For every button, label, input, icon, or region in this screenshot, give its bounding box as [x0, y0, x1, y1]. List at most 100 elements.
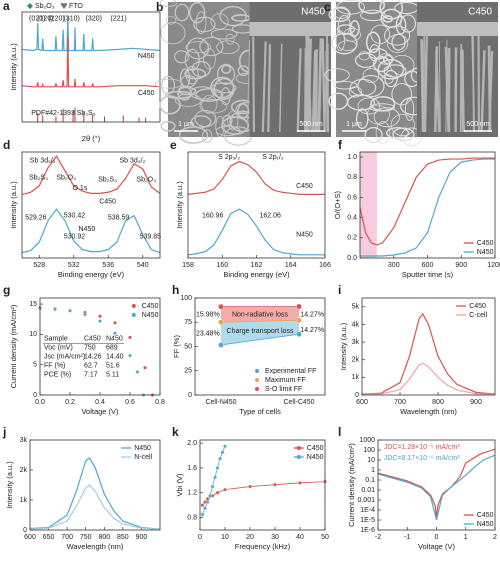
- grain-texture: [331, 32, 358, 55]
- grain-texture: [216, 40, 240, 55]
- y-tick-label: 0.01: [361, 487, 375, 494]
- series-line: [361, 362, 496, 396]
- x-tick-label: 20: [246, 534, 254, 541]
- grain-texture: [375, 121, 391, 144]
- y-tick-label: 75: [184, 319, 192, 326]
- legend-label: N450: [142, 312, 159, 319]
- annotation: (221): [110, 15, 126, 22]
- plot-frame: [199, 439, 326, 531]
- series-line: [29, 484, 161, 530]
- y-tick-label: 0.8: [187, 514, 197, 521]
- x-tick-label: 10: [221, 534, 229, 541]
- annotation: C450: [296, 183, 313, 190]
- legend-marker: [255, 387, 259, 391]
- grain-texture: [384, 69, 398, 88]
- x-tick-label: 800: [432, 399, 444, 406]
- grain-texture: [216, 63, 236, 85]
- y-tick-label: 1E-4: [360, 507, 375, 514]
- x-tick-label: 158: [182, 262, 194, 269]
- data-point: [273, 482, 277, 487]
- series-line: [29, 457, 161, 530]
- table-cell: 750: [84, 345, 96, 352]
- grain-texture: [378, 53, 394, 65]
- x-tick-label: 300: [388, 262, 400, 269]
- scale-bar-label: 1 μm: [346, 121, 362, 128]
- annotation: Sb₂S₃: [29, 174, 48, 181]
- grain-texture: [336, 0, 365, 15]
- legend-marker: [296, 455, 301, 459]
- grain-texture: [174, 3, 190, 22]
- y-tick-label: 0.2: [347, 235, 357, 242]
- table-cell: 5.11: [106, 372, 119, 379]
- data-point: [248, 484, 252, 489]
- series-line: [360, 158, 495, 257]
- annotation: S 2p₁/₂: [262, 154, 284, 161]
- grain-texture: [221, 64, 232, 74]
- y-tick-label: 0: [33, 392, 37, 399]
- panel-letter: h: [172, 283, 179, 297]
- grain-texture: [210, 76, 235, 99]
- x-tick-label: 600: [422, 262, 434, 269]
- annotation: 530.42: [64, 212, 86, 219]
- grain-texture: [358, 0, 386, 15]
- data-point: [208, 494, 212, 498]
- data-point: [200, 512, 205, 517]
- grain-texture: [377, 58, 405, 80]
- grain-texture: [400, 14, 417, 33]
- data-point: [205, 500, 210, 504]
- grain-texture: [210, 28, 238, 40]
- grain-texture: [379, 0, 404, 20]
- legend-label: C450: [477, 512, 494, 519]
- y-tick-label: 0: [355, 392, 359, 399]
- column-texture: [325, 51, 330, 133]
- annotation: 539.85: [140, 234, 162, 241]
- x-tick-label: 600: [24, 534, 36, 541]
- annotation: (120): [37, 15, 53, 22]
- plot-frame: [194, 297, 326, 396]
- data-point: [68, 308, 72, 313]
- annotation: C450: [99, 199, 116, 206]
- table-cell: 7.17: [84, 372, 98, 379]
- panel-letter: g: [3, 283, 10, 297]
- x-axis-label: Voltage (V): [418, 542, 456, 551]
- x-tick-label: 900: [470, 399, 482, 406]
- grain-texture: [159, 95, 181, 115]
- grain-texture: [333, 6, 350, 19]
- data-point: [135, 370, 140, 374]
- column-texture: [423, 39, 428, 133]
- x-axis-label: Frequency (kHz): [235, 542, 291, 551]
- grain-texture: [199, 36, 224, 57]
- legend-label: FTO: [69, 3, 83, 10]
- table-cell: 62.7: [84, 363, 98, 370]
- data-point: [83, 312, 87, 317]
- y-axis-label: FF (%): [172, 335, 181, 358]
- x-axis-label: Binding energy (eV): [223, 270, 290, 279]
- y-tick-label: 50: [184, 343, 192, 350]
- grain-texture: [201, 129, 213, 143]
- x-axis-label: 2θ (°): [82, 134, 101, 143]
- column-texture: [422, 33, 426, 133]
- y-tick-label: 3k: [352, 339, 360, 346]
- legend-label: S-O limit FF: [265, 386, 302, 393]
- x-tick-label: 164: [285, 262, 297, 269]
- legend-marker: [255, 369, 259, 373]
- data-point: [215, 466, 220, 470]
- grain-texture: [154, 78, 183, 89]
- panel-letter: d: [3, 138, 10, 152]
- x-axis-label: Voltage (V): [81, 407, 119, 416]
- x-tick-label: 0.8: [155, 399, 165, 406]
- series-line: [377, 448, 496, 518]
- data-point: [53, 307, 57, 311]
- legend-marker: [131, 313, 136, 317]
- grain-texture: [369, 44, 381, 62]
- y-tick-label: 0.6: [347, 194, 357, 201]
- data-point: [223, 444, 227, 449]
- grain-texture: [349, 78, 377, 97]
- annotation: (320): [86, 15, 102, 22]
- annotation: (220): [48, 15, 64, 22]
- grain-texture: [165, 16, 177, 25]
- series-line: [202, 446, 226, 515]
- legend-label: N450: [477, 249, 494, 256]
- y-tick-label: 10: [367, 457, 375, 464]
- y-axis-label: Current density (mA/cm²): [347, 443, 356, 527]
